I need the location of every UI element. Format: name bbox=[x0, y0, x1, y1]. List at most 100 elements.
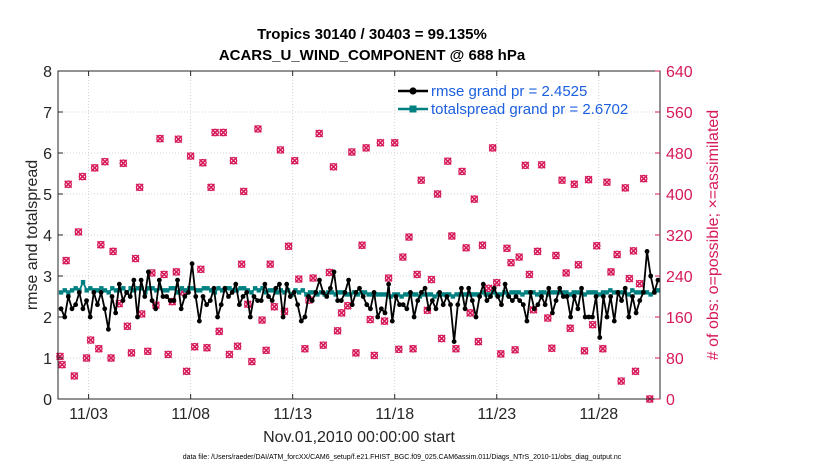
obs-assimilated-stroke bbox=[70, 371, 79, 380]
totalspread-point bbox=[582, 292, 587, 297]
obs-assimilated-marker bbox=[607, 267, 615, 276]
obs-assimilated-marker bbox=[405, 233, 413, 242]
obs-assimilated-stroke bbox=[570, 180, 579, 189]
obs-assimilated-marker bbox=[347, 148, 356, 156]
rmse-point bbox=[262, 281, 268, 287]
rmse-point bbox=[167, 298, 173, 303]
obs-possible-marker bbox=[625, 274, 634, 283]
obs-possible-marker bbox=[229, 156, 238, 165]
rmse-point bbox=[469, 298, 475, 303]
rmse-point bbox=[550, 310, 555, 316]
rmse-point bbox=[62, 314, 68, 320]
obs-assimilated-stroke bbox=[190, 342, 199, 351]
obs-assimilated-stroke bbox=[394, 345, 403, 354]
obs-assimilated-stroke bbox=[598, 344, 607, 353]
totalspread-point bbox=[271, 288, 276, 293]
obs-possible-marker bbox=[525, 270, 534, 279]
rmse-point bbox=[349, 302, 355, 308]
obs-assimilated-marker bbox=[127, 348, 136, 357]
obs-assimilated-marker bbox=[515, 253, 524, 262]
obs-assimilated-marker bbox=[109, 247, 118, 256]
totalspread-point bbox=[201, 286, 207, 291]
obs-assimilated-stroke bbox=[319, 341, 328, 350]
obs-possible-marker bbox=[94, 344, 103, 353]
totalspread-point bbox=[121, 286, 126, 291]
rmse-point bbox=[517, 298, 523, 303]
obs-assimilated-stroke bbox=[366, 315, 375, 324]
rmse-point bbox=[182, 294, 188, 299]
obs-assimilated-stroke bbox=[390, 138, 399, 147]
totalspread-point bbox=[619, 290, 624, 295]
obs-assimilated-marker bbox=[172, 267, 181, 276]
obs-possible-marker bbox=[290, 156, 299, 165]
obs-assimilated-marker bbox=[394, 345, 403, 354]
totalspread-point bbox=[198, 288, 203, 293]
totalspread-point bbox=[106, 290, 111, 295]
obs-assimilated-marker bbox=[417, 176, 426, 185]
rmse-point bbox=[258, 298, 264, 303]
obs-assimilated-marker bbox=[156, 134, 164, 143]
totalspread-point bbox=[128, 286, 133, 291]
obs-possible-marker bbox=[380, 317, 389, 325]
rmse-point bbox=[480, 281, 486, 287]
rmse-point bbox=[146, 269, 151, 275]
obs-assimilated-marker bbox=[492, 278, 501, 287]
rmse-point bbox=[124, 290, 129, 295]
rmse-point bbox=[338, 298, 344, 303]
totalspread-point bbox=[241, 286, 247, 291]
obs-possible-marker bbox=[74, 228, 83, 236]
obs-assimilated-stroke bbox=[631, 367, 640, 376]
obs-assimilated-stroke bbox=[547, 344, 556, 353]
rmse-point bbox=[353, 290, 359, 295]
rmse-point bbox=[317, 277, 322, 283]
rmse-point bbox=[171, 298, 177, 303]
totalspread-point bbox=[190, 286, 196, 291]
rmse-point bbox=[320, 290, 326, 295]
obs-assimilated-marker bbox=[390, 138, 399, 147]
rmse-point bbox=[142, 294, 148, 299]
obs-assimilated-marker bbox=[462, 243, 471, 252]
obs-assimilated-stroke bbox=[309, 274, 318, 283]
rmse-point bbox=[444, 294, 450, 299]
obs-assimilated-stroke bbox=[398, 253, 407, 262]
rmse-point bbox=[98, 290, 104, 295]
obs-assimilated-marker bbox=[427, 275, 436, 284]
rmse-point bbox=[560, 294, 566, 299]
obs-assimilated-marker bbox=[262, 346, 271, 355]
totalspread-point bbox=[263, 290, 269, 295]
obs-assimilated-marker bbox=[566, 324, 575, 333]
obs-assimilated-stroke bbox=[427, 275, 436, 284]
obs-assimilated-marker bbox=[300, 344, 309, 353]
rmse-point bbox=[149, 298, 155, 303]
rmse-point bbox=[440, 302, 446, 308]
obs-possible-marker bbox=[123, 322, 132, 331]
totalspread-point bbox=[381, 292, 386, 297]
obs-possible-marker bbox=[315, 129, 324, 138]
obs-possible-marker bbox=[56, 352, 64, 361]
obs-assimilated-stroke bbox=[574, 260, 583, 269]
obs-assimilated-stroke bbox=[164, 350, 173, 359]
obs-assimilated-stroke bbox=[384, 274, 393, 283]
chart-title-line2: ACARS_U_WIND_COMPONENT @ 688 hPa bbox=[219, 47, 526, 64]
obs-possible-marker bbox=[135, 183, 144, 192]
rmse-point bbox=[451, 339, 457, 344]
obs-assimilated-marker bbox=[186, 152, 195, 161]
totalspread-point bbox=[154, 288, 159, 293]
obs-possible-marker bbox=[584, 175, 593, 184]
obs-assimilated-stroke bbox=[315, 129, 324, 138]
obs-assimilated-stroke bbox=[135, 183, 144, 192]
rmse-point bbox=[484, 298, 490, 303]
obs-assimilated-stroke bbox=[174, 135, 183, 144]
obs-assimilated-stroke bbox=[172, 267, 181, 276]
rmse-point bbox=[251, 294, 257, 299]
rmse-point bbox=[269, 298, 275, 303]
right-tick-label: 480 bbox=[666, 146, 693, 163]
obs-assimilated-stroke bbox=[276, 145, 285, 154]
rmse-point bbox=[287, 294, 293, 299]
obs-assimilated-stroke bbox=[109, 247, 118, 256]
obs-assimilated-stroke bbox=[405, 233, 413, 242]
left-tick-label: 4 bbox=[43, 228, 52, 245]
obs-assimilated-stroke bbox=[258, 316, 267, 325]
obs-possible-marker bbox=[70, 372, 79, 380]
obs-possible-marker bbox=[599, 344, 607, 353]
